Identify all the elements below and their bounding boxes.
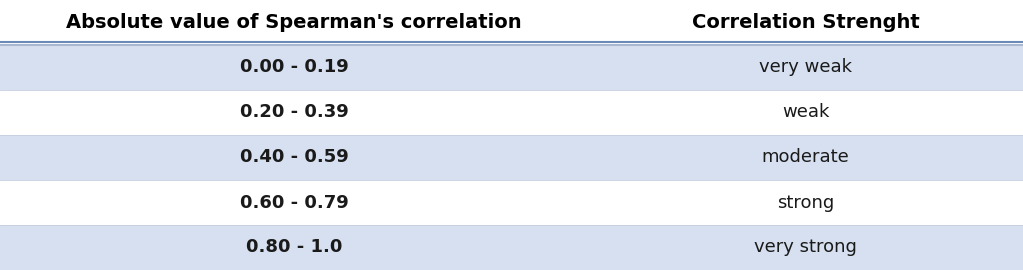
Text: very weak: very weak (759, 59, 852, 76)
Bar (0, 45, 1023, 90)
Text: 0.80 - 1.0: 0.80 - 1.0 (246, 238, 343, 256)
Text: 0.60 - 0.79: 0.60 - 0.79 (239, 194, 349, 211)
Bar (0, 0, 1023, 45)
Text: 0.00 - 0.19: 0.00 - 0.19 (239, 59, 349, 76)
Bar (0, 135, 1023, 180)
Bar (0, 225, 1023, 270)
Text: weak: weak (782, 103, 830, 122)
Bar (0, 90, 1023, 135)
Text: very strong: very strong (754, 238, 857, 256)
Text: moderate: moderate (762, 148, 849, 167)
Text: 0.20 - 0.39: 0.20 - 0.39 (239, 103, 349, 122)
Bar (0, 180, 1023, 225)
Text: strong: strong (777, 194, 834, 211)
Text: Absolute value of Spearman's correlation: Absolute value of Spearman's correlation (66, 13, 522, 32)
Text: 0.40 - 0.59: 0.40 - 0.59 (239, 148, 349, 167)
Text: Correlation Strenght: Correlation Strenght (692, 13, 920, 32)
